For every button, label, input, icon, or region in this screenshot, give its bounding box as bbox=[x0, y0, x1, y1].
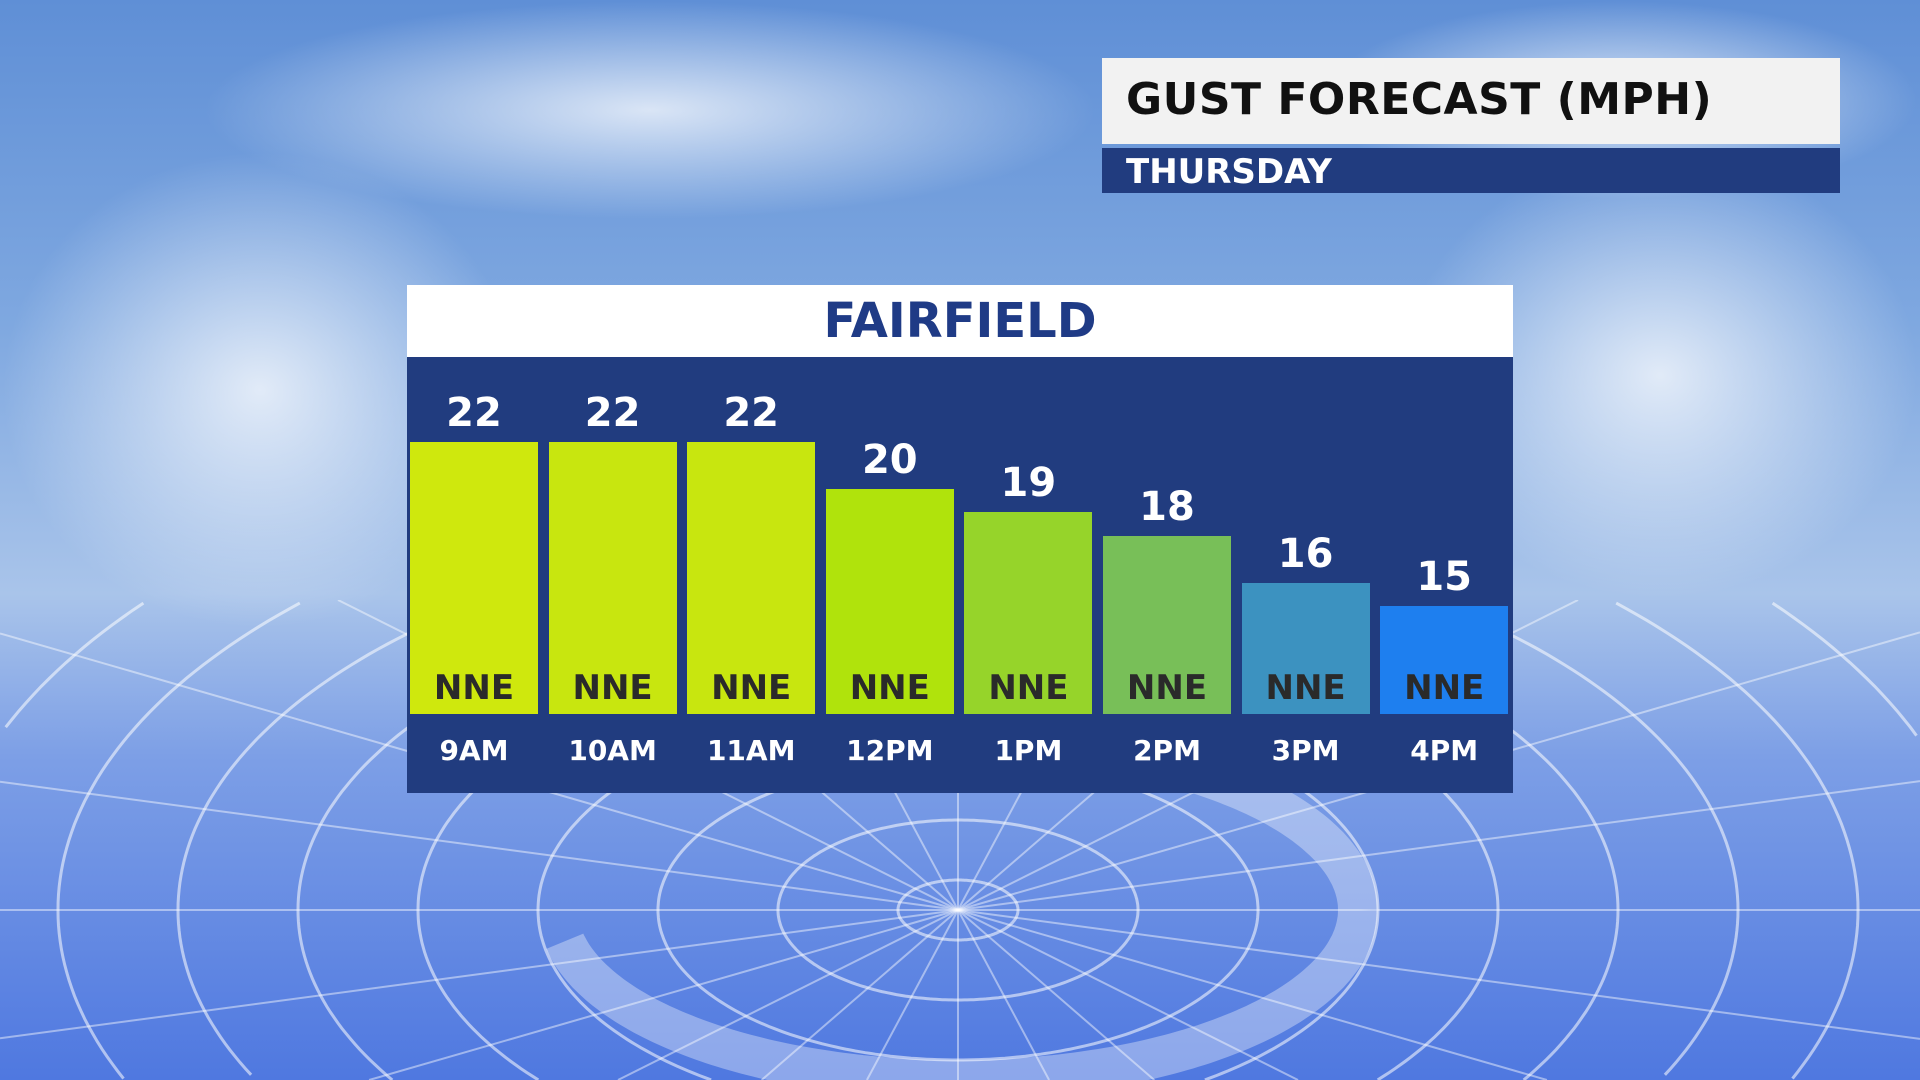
time-label: 3PM bbox=[1271, 734, 1340, 767]
bar-11AM: NNE bbox=[687, 442, 816, 714]
data-label: 22 bbox=[723, 390, 780, 437]
radar-ring bbox=[896, 878, 1020, 942]
radar-spoke bbox=[957, 909, 1155, 1080]
data-label: 19 bbox=[1000, 460, 1057, 507]
radar-spoke bbox=[957, 909, 1050, 1080]
bar-3PM: NNE bbox=[1241, 582, 1370, 714]
radar-spoke bbox=[957, 909, 1299, 1080]
title-box: GUST FORECAST (MPH) bbox=[1102, 58, 1840, 144]
radar-spoke bbox=[0, 780, 959, 911]
wind-direction-label: NNE bbox=[572, 667, 653, 708]
bar-1PM: NNE bbox=[964, 512, 1093, 714]
wind-direction-label: NNE bbox=[1265, 667, 1346, 708]
radar-ring bbox=[176, 601, 1740, 1076]
radar-ring bbox=[4, 601, 1918, 737]
subtitle-bar: THURSDAY bbox=[1102, 148, 1840, 193]
chart-title: FAIRFIELD bbox=[823, 293, 1097, 349]
data-label: 16 bbox=[1277, 530, 1334, 577]
day-label: THURSDAY bbox=[1126, 152, 1332, 192]
radar-spoke bbox=[866, 909, 959, 1080]
page-title: GUST FORECAST (MPH) bbox=[1126, 74, 1713, 125]
wind-direction-label: NNE bbox=[711, 667, 792, 708]
radar-spoke bbox=[368, 909, 959, 1080]
radar-spoke bbox=[617, 909, 959, 1080]
time-label: 11AM bbox=[706, 734, 796, 767]
radar-spoke bbox=[761, 909, 959, 1080]
data-label: 20 bbox=[861, 437, 918, 483]
wind-direction-label: NNE bbox=[1126, 667, 1208, 708]
bar-4PM: NNE bbox=[1380, 606, 1509, 714]
radar-ring bbox=[776, 818, 1140, 1002]
wind-direction-label: NNE bbox=[1404, 668, 1485, 708]
wind-direction-label: NNE bbox=[988, 667, 1069, 708]
bar-12PM: NNE bbox=[825, 489, 954, 714]
radar-spoke bbox=[957, 909, 1548, 1080]
time-label: 1PM bbox=[994, 734, 1063, 767]
time-label: 9AM bbox=[439, 734, 509, 767]
time-label: 12PM bbox=[846, 734, 934, 767]
time-label: 2PM bbox=[1133, 734, 1201, 767]
time-label: 4PM bbox=[1410, 734, 1479, 767]
data-label: 15 bbox=[1416, 554, 1473, 600]
radar-spoke bbox=[957, 909, 1920, 1040]
data-label: 22 bbox=[584, 390, 641, 437]
radar-ring bbox=[56, 601, 1860, 1080]
bar-10AM: NNE bbox=[548, 442, 677, 714]
bar-9AM: NNE bbox=[410, 442, 538, 714]
wind-direction-label: NNE bbox=[433, 667, 515, 708]
chart-panel: FAIRFIELD NNE 22 9AM NNE 22 10AM NNE 22 11AM NNE 2… bbox=[407, 285, 1513, 793]
bar-2PM: NNE bbox=[1103, 535, 1231, 714]
data-label: 18 bbox=[1139, 483, 1195, 530]
chart-header: FAIRFIELD bbox=[407, 285, 1513, 357]
data-label: 22 bbox=[446, 390, 502, 437]
wind-direction-label: NNE bbox=[849, 668, 930, 708]
time-label: 10AM bbox=[568, 734, 657, 767]
radar-spoke bbox=[0, 909, 959, 1040]
radar-spoke bbox=[957, 780, 1920, 911]
